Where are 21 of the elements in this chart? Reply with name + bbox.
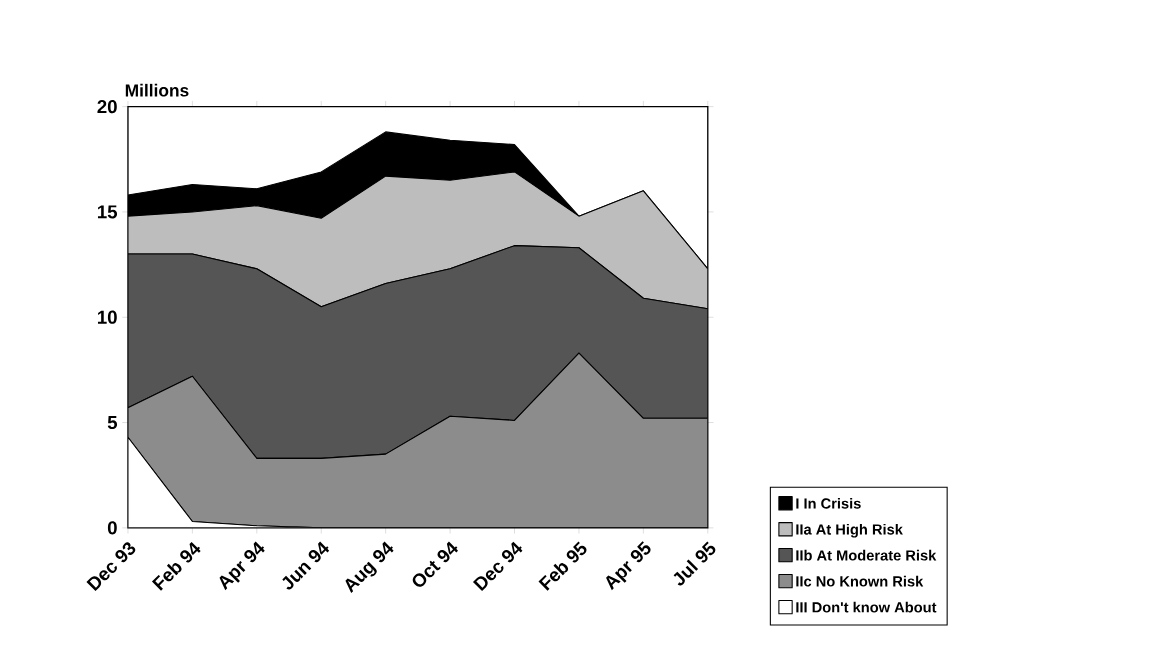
x-tick-label: Aug 94	[345, 541, 394, 593]
y-tick-label: 10	[97, 310, 117, 324]
x-tick-label: Apr 94	[219, 541, 265, 590]
legend-label: IIc No Known Risk	[796, 575, 924, 587]
x-tick-label: Apr 95	[606, 541, 651, 590]
y-tick-label: 15	[97, 205, 118, 219]
legend-label: III Don't know About	[796, 601, 937, 613]
x-tick-label: Dec 93	[86, 542, 136, 591]
x-tick-label: Feb 94	[151, 541, 201, 591]
legend-label: IIb At Moderate Risk	[796, 549, 937, 561]
y-tick-label: 5	[107, 415, 118, 429]
y-tick-label: 0	[107, 520, 117, 535]
y-tick-label: 20	[97, 99, 117, 114]
y-axis-title: Millions	[125, 83, 189, 97]
x-tick-label: Feb 95	[538, 541, 587, 591]
x-tick-label: Dec 94	[472, 541, 523, 591]
legend-label: IIa At High Risk	[796, 523, 903, 538]
legend-label: I In Crisis	[796, 497, 861, 509]
x-tick-label: Oct 94	[412, 541, 459, 587]
x-tick-label: Jul 95	[673, 541, 716, 586]
x-tick-label: Jun 94	[282, 541, 330, 590]
